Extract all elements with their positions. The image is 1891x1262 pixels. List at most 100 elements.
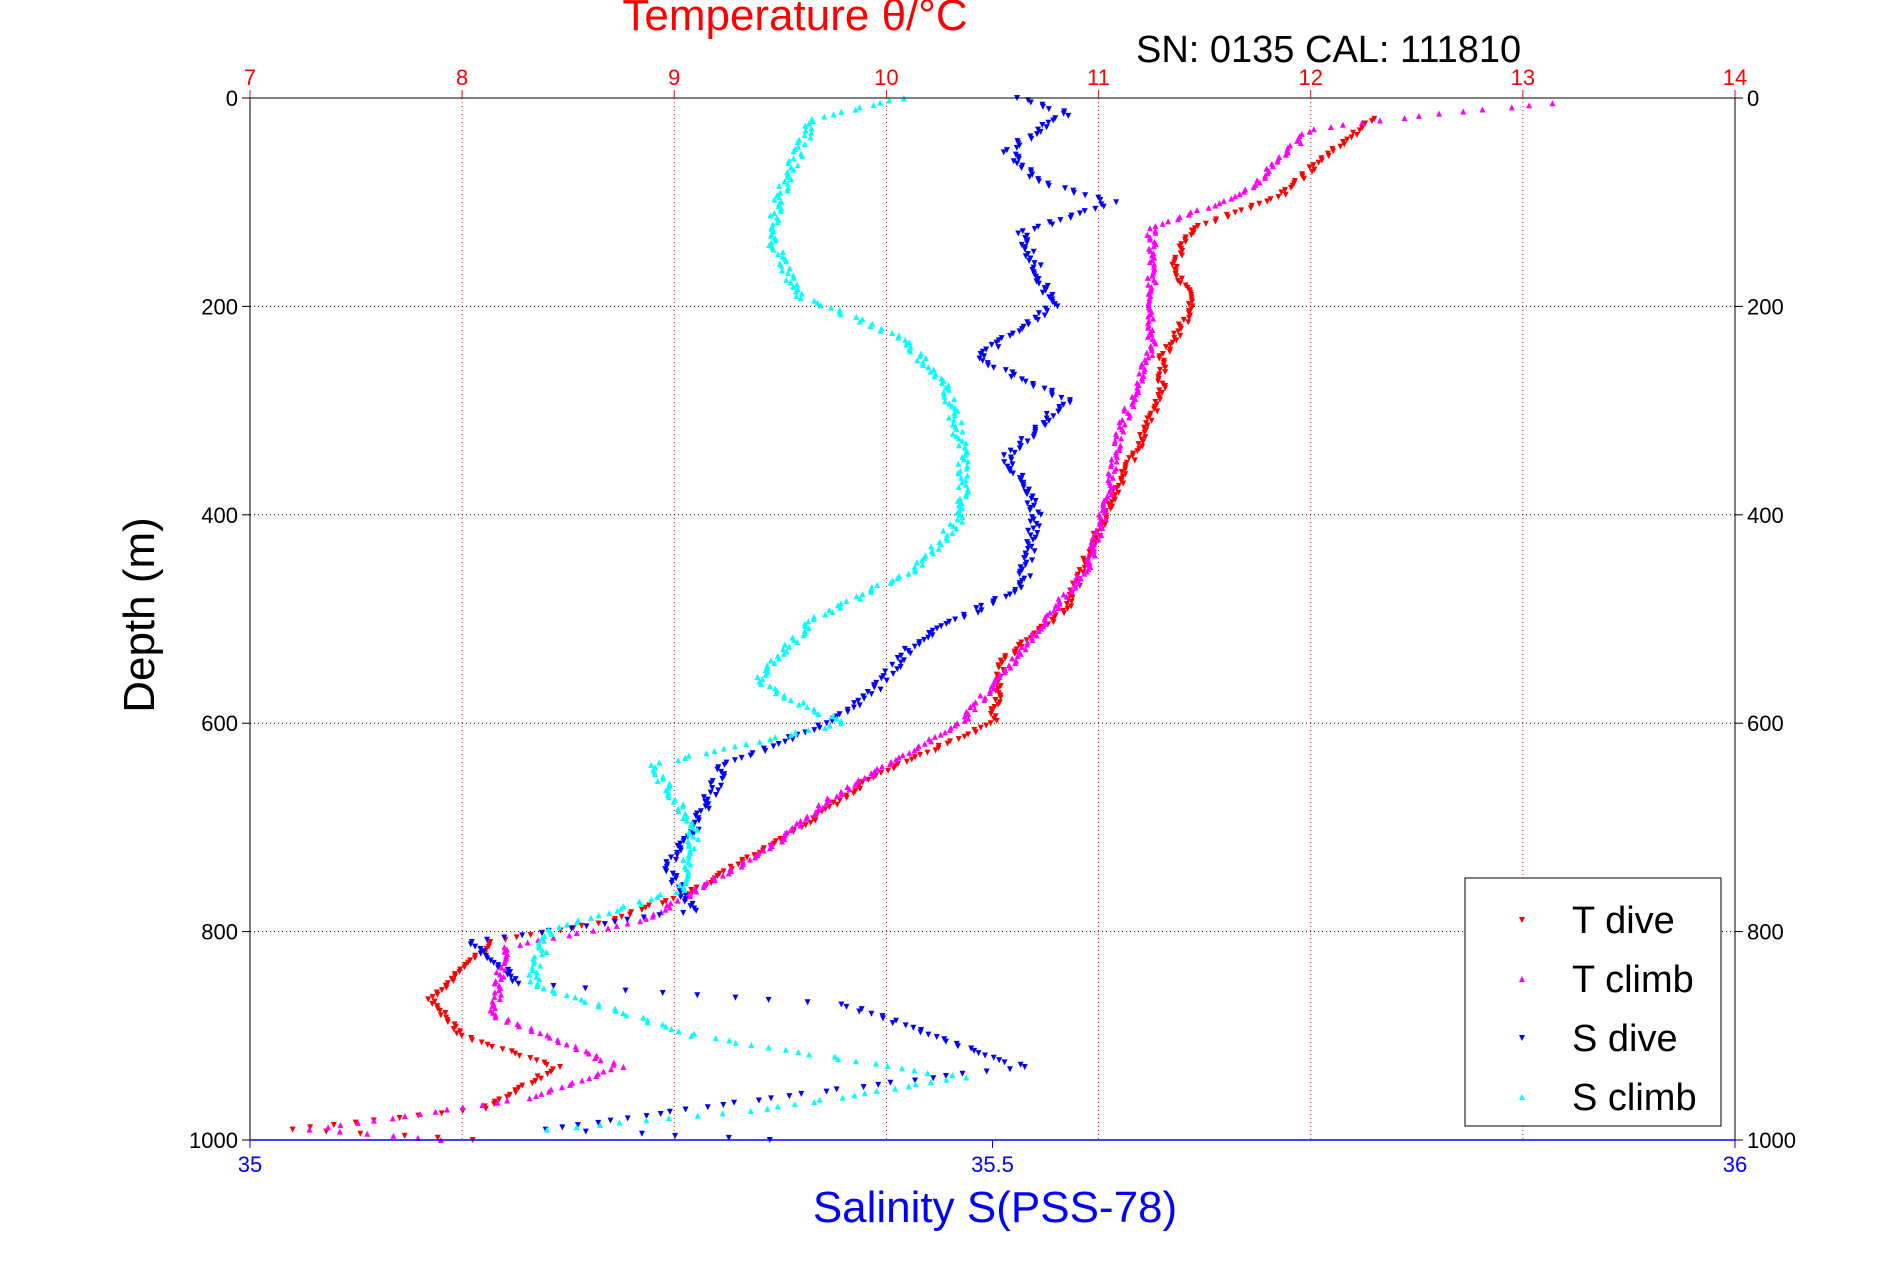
- s-climb-point: [802, 622, 809, 629]
- s-climb-point: [795, 701, 802, 708]
- t-climb-point: [1136, 370, 1143, 377]
- t-dive-point: [330, 1121, 337, 1128]
- s-dive-point: [902, 1022, 909, 1029]
- s-dive-point: [1031, 502, 1038, 509]
- s-climb-point: [962, 451, 969, 458]
- t-climb-point: [852, 781, 859, 788]
- s-dive-point: [638, 1130, 645, 1137]
- s-dive-point: [1023, 491, 1030, 498]
- s-dive-point: [1003, 147, 1010, 154]
- s-climb-point: [786, 265, 793, 272]
- s-dive-point: [887, 1079, 894, 1086]
- t-climb-point: [961, 717, 968, 724]
- t-climb-point: [797, 822, 804, 829]
- s-dive-point: [1016, 142, 1023, 149]
- t-climb-point: [566, 1081, 573, 1088]
- s-climb-point: [852, 106, 859, 113]
- s-dive-point: [768, 1095, 775, 1102]
- s-dive-point: [823, 1088, 830, 1095]
- s-climb-point: [790, 283, 797, 290]
- t-climb-point: [693, 888, 700, 895]
- s-climb-point: [851, 1092, 858, 1099]
- s-climb-point: [685, 842, 692, 849]
- t-climb-point: [1194, 207, 1201, 214]
- s-dive-point: [1034, 530, 1041, 537]
- t-climb-point: [711, 877, 718, 884]
- t-climb-point: [1139, 377, 1146, 384]
- t-dive-point: [1086, 548, 1093, 555]
- t-climb-point: [1099, 525, 1106, 532]
- t-climb-point: [1145, 324, 1152, 331]
- s-dive-point: [680, 909, 687, 916]
- t-dive-point: [1148, 417, 1155, 424]
- s-climb-point: [955, 502, 962, 509]
- s-dive-point: [747, 752, 754, 759]
- s-dive-point: [975, 609, 982, 616]
- t-climb-point: [1159, 220, 1166, 227]
- t-dive-point: [993, 671, 1000, 678]
- t-dive-point: [1315, 159, 1322, 166]
- s-dive-point: [1049, 392, 1056, 399]
- t-climb-point: [370, 1117, 377, 1124]
- s-climb-point: [857, 595, 864, 602]
- s-climb-point: [913, 559, 920, 566]
- s-climb-point: [930, 366, 937, 373]
- s-climb-point: [856, 104, 863, 111]
- t-climb-point: [1060, 591, 1067, 598]
- t-dive-point: [1141, 429, 1148, 436]
- s-dive-point: [673, 856, 680, 863]
- s-climb-point: [788, 731, 795, 738]
- t-climb-point: [1359, 119, 1366, 126]
- t-climb-point: [1294, 137, 1301, 144]
- s-dive-point: [1018, 241, 1025, 248]
- t-climb-point: [526, 1095, 533, 1102]
- t-climb-point: [613, 922, 620, 929]
- t-climb-point: [833, 793, 840, 800]
- legend-marker: [1519, 917, 1525, 923]
- s-climb-point: [958, 500, 965, 507]
- s-climb-point: [924, 1069, 931, 1076]
- t-climb-point: [337, 1122, 344, 1129]
- t-dive-point: [1162, 369, 1169, 376]
- t-climb-point: [1106, 472, 1113, 479]
- s-climb-point: [654, 893, 661, 900]
- s-climb-point: [556, 923, 563, 930]
- s-climb-point: [829, 713, 836, 720]
- s-climb-point: [884, 1062, 891, 1069]
- s-dive-point: [1009, 461, 1016, 468]
- s-dive-point: [1022, 561, 1029, 568]
- s-dive-point: [1008, 374, 1015, 381]
- s-climb-point: [787, 164, 794, 171]
- s-dive-point: [694, 992, 701, 999]
- s-dive-point: [494, 964, 501, 971]
- t-climb-point: [952, 722, 959, 729]
- s-dive-point: [1039, 103, 1046, 110]
- t-climb-point: [1147, 225, 1154, 232]
- s-climb-point: [778, 262, 785, 269]
- s-dive-point: [550, 983, 557, 990]
- t-climb-point: [752, 854, 759, 861]
- s-dive-point: [1025, 541, 1032, 548]
- s-climb-point: [965, 458, 972, 465]
- s-dive-point: [1008, 456, 1015, 463]
- t-climb-point: [306, 1126, 313, 1133]
- s-climb-point: [758, 680, 765, 687]
- s-climb-point: [644, 1016, 651, 1023]
- s-dive-point: [910, 1024, 917, 1031]
- s-climb-point: [595, 912, 602, 919]
- s-climb-point: [691, 1030, 698, 1037]
- s-dive-point: [998, 335, 1005, 342]
- legend: T dive T climb S dive S climb: [1464, 877, 1722, 1127]
- t-dive-point: [512, 1089, 519, 1096]
- t-dive-point: [289, 1126, 296, 1133]
- s-dive-point: [512, 976, 519, 983]
- t-climb-point: [879, 763, 886, 770]
- t-climb-point: [1143, 349, 1150, 356]
- s-climb-point: [810, 616, 817, 622]
- s-climb-point: [787, 279, 794, 286]
- t-dive-point: [932, 747, 939, 754]
- s-climb-point: [573, 1124, 580, 1131]
- t-climb-point: [942, 729, 949, 736]
- t-dive-point: [1122, 466, 1129, 473]
- s-climb-point: [826, 606, 833, 613]
